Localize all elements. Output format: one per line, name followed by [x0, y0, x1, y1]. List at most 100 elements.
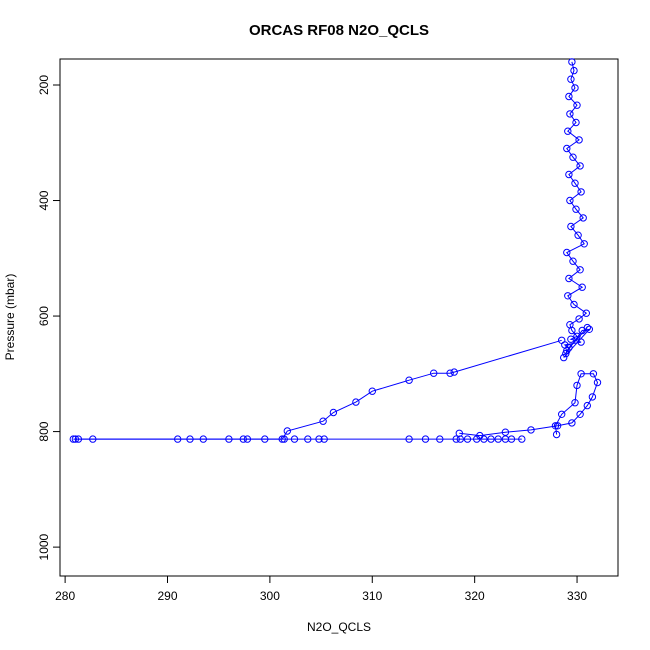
data-point: [579, 214, 587, 222]
data-point: [572, 118, 580, 127]
data-point: [553, 422, 562, 430]
data-point: [552, 430, 561, 439]
data-point: [573, 101, 581, 109]
data-point: [567, 222, 575, 231]
data-point: [583, 401, 591, 410]
data-point: [225, 435, 233, 443]
data-point: [565, 274, 573, 283]
data-point: [577, 370, 585, 378]
data-point: [421, 435, 430, 443]
data-point: [278, 435, 286, 443]
data-point: [501, 428, 510, 436]
data-point: [568, 326, 576, 335]
data-point: [494, 435, 502, 443]
data-point: [564, 292, 572, 300]
data-point: [593, 378, 602, 387]
data-point: [446, 369, 454, 377]
y-tick-label: 200: [37, 75, 51, 95]
data-point: [569, 257, 577, 265]
x-tick-label: 300: [260, 589, 280, 603]
data-point: [580, 240, 588, 248]
data-point: [455, 429, 463, 437]
data-point: [571, 84, 579, 92]
data-point: [571, 399, 579, 407]
series-line: [75, 339, 562, 440]
data-point: [487, 435, 495, 443]
data-point: [570, 300, 578, 309]
y-tick-label: 1000: [37, 533, 51, 560]
data-point: [566, 196, 574, 205]
data-point: [280, 435, 288, 443]
y-tick-label: 400: [37, 190, 51, 210]
data-point: [558, 336, 566, 344]
data-point: [585, 325, 593, 333]
series-line: [563, 61, 591, 358]
data-point: [578, 283, 586, 291]
data-point: [430, 369, 438, 377]
data-point: [562, 349, 570, 358]
data-point: [566, 110, 574, 118]
data-point: [69, 435, 78, 443]
y-tick-label: 800: [37, 421, 51, 441]
data-point: [576, 162, 584, 170]
x-tick-label: 280: [55, 589, 75, 603]
x-axis-label: N2O_QCLS: [307, 620, 371, 634]
x-tick-label: 290: [157, 589, 177, 603]
data-point: [405, 376, 413, 384]
chart-title: ORCAS RF08 N2O_QCLS: [249, 22, 429, 39]
data-point: [578, 326, 586, 335]
data-point: [518, 435, 526, 443]
data-point: [368, 387, 376, 395]
data-point: [71, 435, 80, 443]
data-point: [560, 353, 568, 362]
data-point: [563, 248, 571, 257]
data-point: [563, 144, 571, 153]
data-point: [564, 127, 572, 135]
y-tick-label: 600: [37, 306, 51, 326]
data-point: [568, 419, 576, 427]
data-point: [89, 435, 97, 443]
data-point: [243, 435, 252, 443]
data-point: [582, 309, 590, 317]
data-point: [577, 338, 585, 346]
data-point: [558, 410, 566, 418]
x-tick-label: 320: [465, 589, 485, 603]
data-point: [573, 381, 581, 390]
y-axis: 200 400 600 800 1000: [37, 75, 60, 560]
y-axis-label: Pressure (mbar): [3, 274, 17, 361]
data-point: [572, 205, 580, 213]
series-layer: [69, 58, 602, 443]
data-point: [565, 170, 573, 179]
x-tick-label: 310: [362, 589, 382, 603]
data-point: [463, 435, 472, 443]
data-point: [283, 427, 291, 435]
data-point: [527, 426, 535, 434]
data-point: [576, 266, 584, 274]
data-point: [261, 435, 269, 443]
data-point: [352, 398, 360, 406]
data-point: [304, 435, 312, 443]
data-point: [573, 332, 581, 340]
data-point: [576, 410, 584, 418]
data-point: [290, 435, 299, 443]
data-point: [329, 408, 338, 417]
data-point: [575, 315, 583, 323]
data-point: [567, 335, 575, 343]
data-point: [436, 435, 444, 443]
data-point: [239, 435, 248, 443]
data-point: [74, 435, 83, 443]
data-point: [571, 179, 579, 187]
data-point: [551, 422, 560, 430]
data-point: [567, 75, 575, 83]
data-point: [186, 435, 194, 443]
data-point: [507, 435, 516, 443]
data-point: [405, 435, 413, 443]
data-point: [577, 188, 585, 196]
series-line: [459, 373, 599, 437]
data-point: [575, 136, 583, 144]
data-point: [568, 58, 576, 66]
data-point: [315, 435, 323, 443]
plot-area-frame: [59, 58, 619, 577]
data-point: [199, 435, 208, 443]
